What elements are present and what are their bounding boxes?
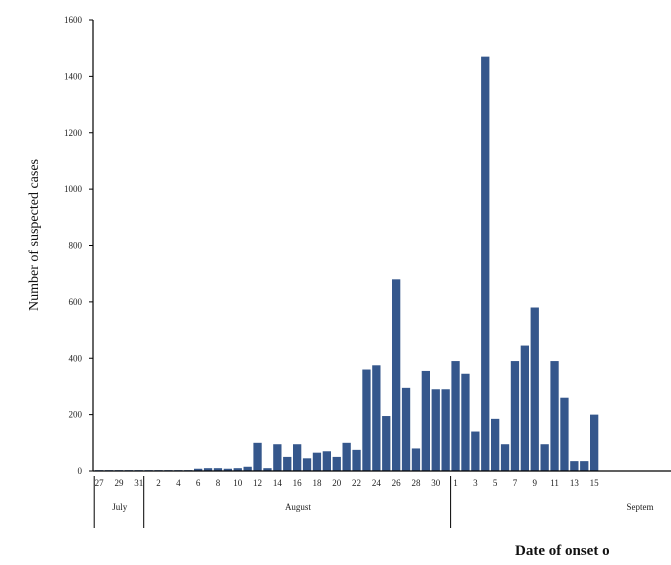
- bar: [500, 444, 510, 471]
- x-tick-label: 29: [114, 478, 124, 488]
- bar: [441, 389, 450, 471]
- bar: [372, 365, 381, 471]
- bar: [213, 468, 223, 471]
- bar: [203, 468, 213, 471]
- x-tick-label: 13: [570, 478, 580, 488]
- bar: [550, 361, 559, 471]
- x-tick-label: 8: [216, 478, 221, 488]
- x-tick-label: 3: [473, 478, 478, 488]
- x-tick-label: 7: [513, 478, 518, 488]
- x-tick-label: 26: [392, 478, 402, 488]
- bar: [382, 416, 391, 471]
- bar: [590, 414, 599, 471]
- x-axis-label: Date of onset o: [515, 543, 610, 559]
- x-axis-ticks: 27 29 31 2 4 6 8 10 12 14 16 18 20 22 24 26 28 30 1 3 5 7 9 11 1…: [95, 478, 600, 488]
- x-tick-label: 31: [134, 478, 143, 488]
- bar: [491, 418, 500, 471]
- bar: [560, 397, 569, 471]
- bar: [194, 468, 203, 471]
- bar: [481, 56, 490, 472]
- x-tick-label: 18: [312, 478, 322, 488]
- y-tick-label: 1600: [64, 15, 83, 25]
- x-tick-label: 5: [493, 478, 498, 488]
- bar: [243, 466, 252, 471]
- bar: [401, 387, 411, 471]
- bar: [332, 456, 341, 471]
- bar: [352, 449, 361, 471]
- y-tick-label: 600: [69, 297, 83, 307]
- bar: [392, 279, 401, 471]
- x-tick-label: 10: [233, 478, 243, 488]
- bar: [461, 373, 470, 471]
- bar: [322, 451, 331, 471]
- month-label: July: [112, 502, 128, 512]
- bar: [223, 468, 232, 471]
- y-tick-label: 1400: [64, 71, 83, 81]
- x-tick-label: 30: [431, 478, 441, 488]
- bar: [520, 345, 529, 471]
- bar: [510, 361, 520, 471]
- x-tick-label: 1: [453, 478, 458, 488]
- bar: [471, 431, 480, 471]
- y-tick-label: 1200: [64, 128, 83, 138]
- bar: [302, 458, 312, 471]
- bar: [342, 442, 351, 471]
- bar: [431, 389, 440, 471]
- y-tick-label: 800: [69, 241, 83, 251]
- bars: [95, 56, 599, 472]
- x-tick-label: 22: [352, 478, 361, 488]
- bar: [253, 442, 262, 471]
- bar: [451, 361, 460, 471]
- x-tick-label: 11: [550, 478, 559, 488]
- month-label: Septem: [627, 502, 654, 512]
- y-tick-label: 0: [78, 466, 83, 476]
- y-tick-label: 1000: [64, 184, 83, 194]
- x-tick-label: 24: [372, 478, 382, 488]
- month-label: August: [285, 502, 312, 512]
- y-tick-label: 400: [69, 353, 83, 363]
- x-tick-label: 4: [176, 478, 181, 488]
- bar: [411, 448, 421, 471]
- x-tick-label: 2: [156, 478, 161, 488]
- x-tick-label: 20: [332, 478, 342, 488]
- y-axis-ticks: 0 200 400 600 800 1000 1200 1400 1600: [64, 15, 93, 476]
- bar: [580, 461, 589, 471]
- bar: [273, 444, 282, 471]
- bar: [293, 444, 302, 471]
- x-tick-label: 14: [273, 478, 283, 488]
- x-tick-label: 15: [590, 478, 600, 488]
- bar: [312, 452, 322, 471]
- bar: [233, 468, 242, 471]
- bar: [283, 456, 292, 471]
- bar: [530, 307, 539, 471]
- y-axis-label: Number of suspected cases: [27, 159, 42, 311]
- x-tick-label: 6: [196, 478, 201, 488]
- x-tick-label: 28: [411, 478, 421, 488]
- x-tick-label: 16: [293, 478, 303, 488]
- month-groups: July August Septem: [93, 476, 654, 528]
- x-tick-label: 9: [533, 478, 538, 488]
- bar: [421, 370, 430, 471]
- x-tick-label: 27: [95, 478, 105, 488]
- y-tick-label: 200: [69, 410, 83, 420]
- x-tick-label: 12: [253, 478, 262, 488]
- bar: [263, 468, 272, 471]
- bar: [540, 444, 549, 471]
- bar: [570, 461, 579, 471]
- bar: [362, 369, 371, 471]
